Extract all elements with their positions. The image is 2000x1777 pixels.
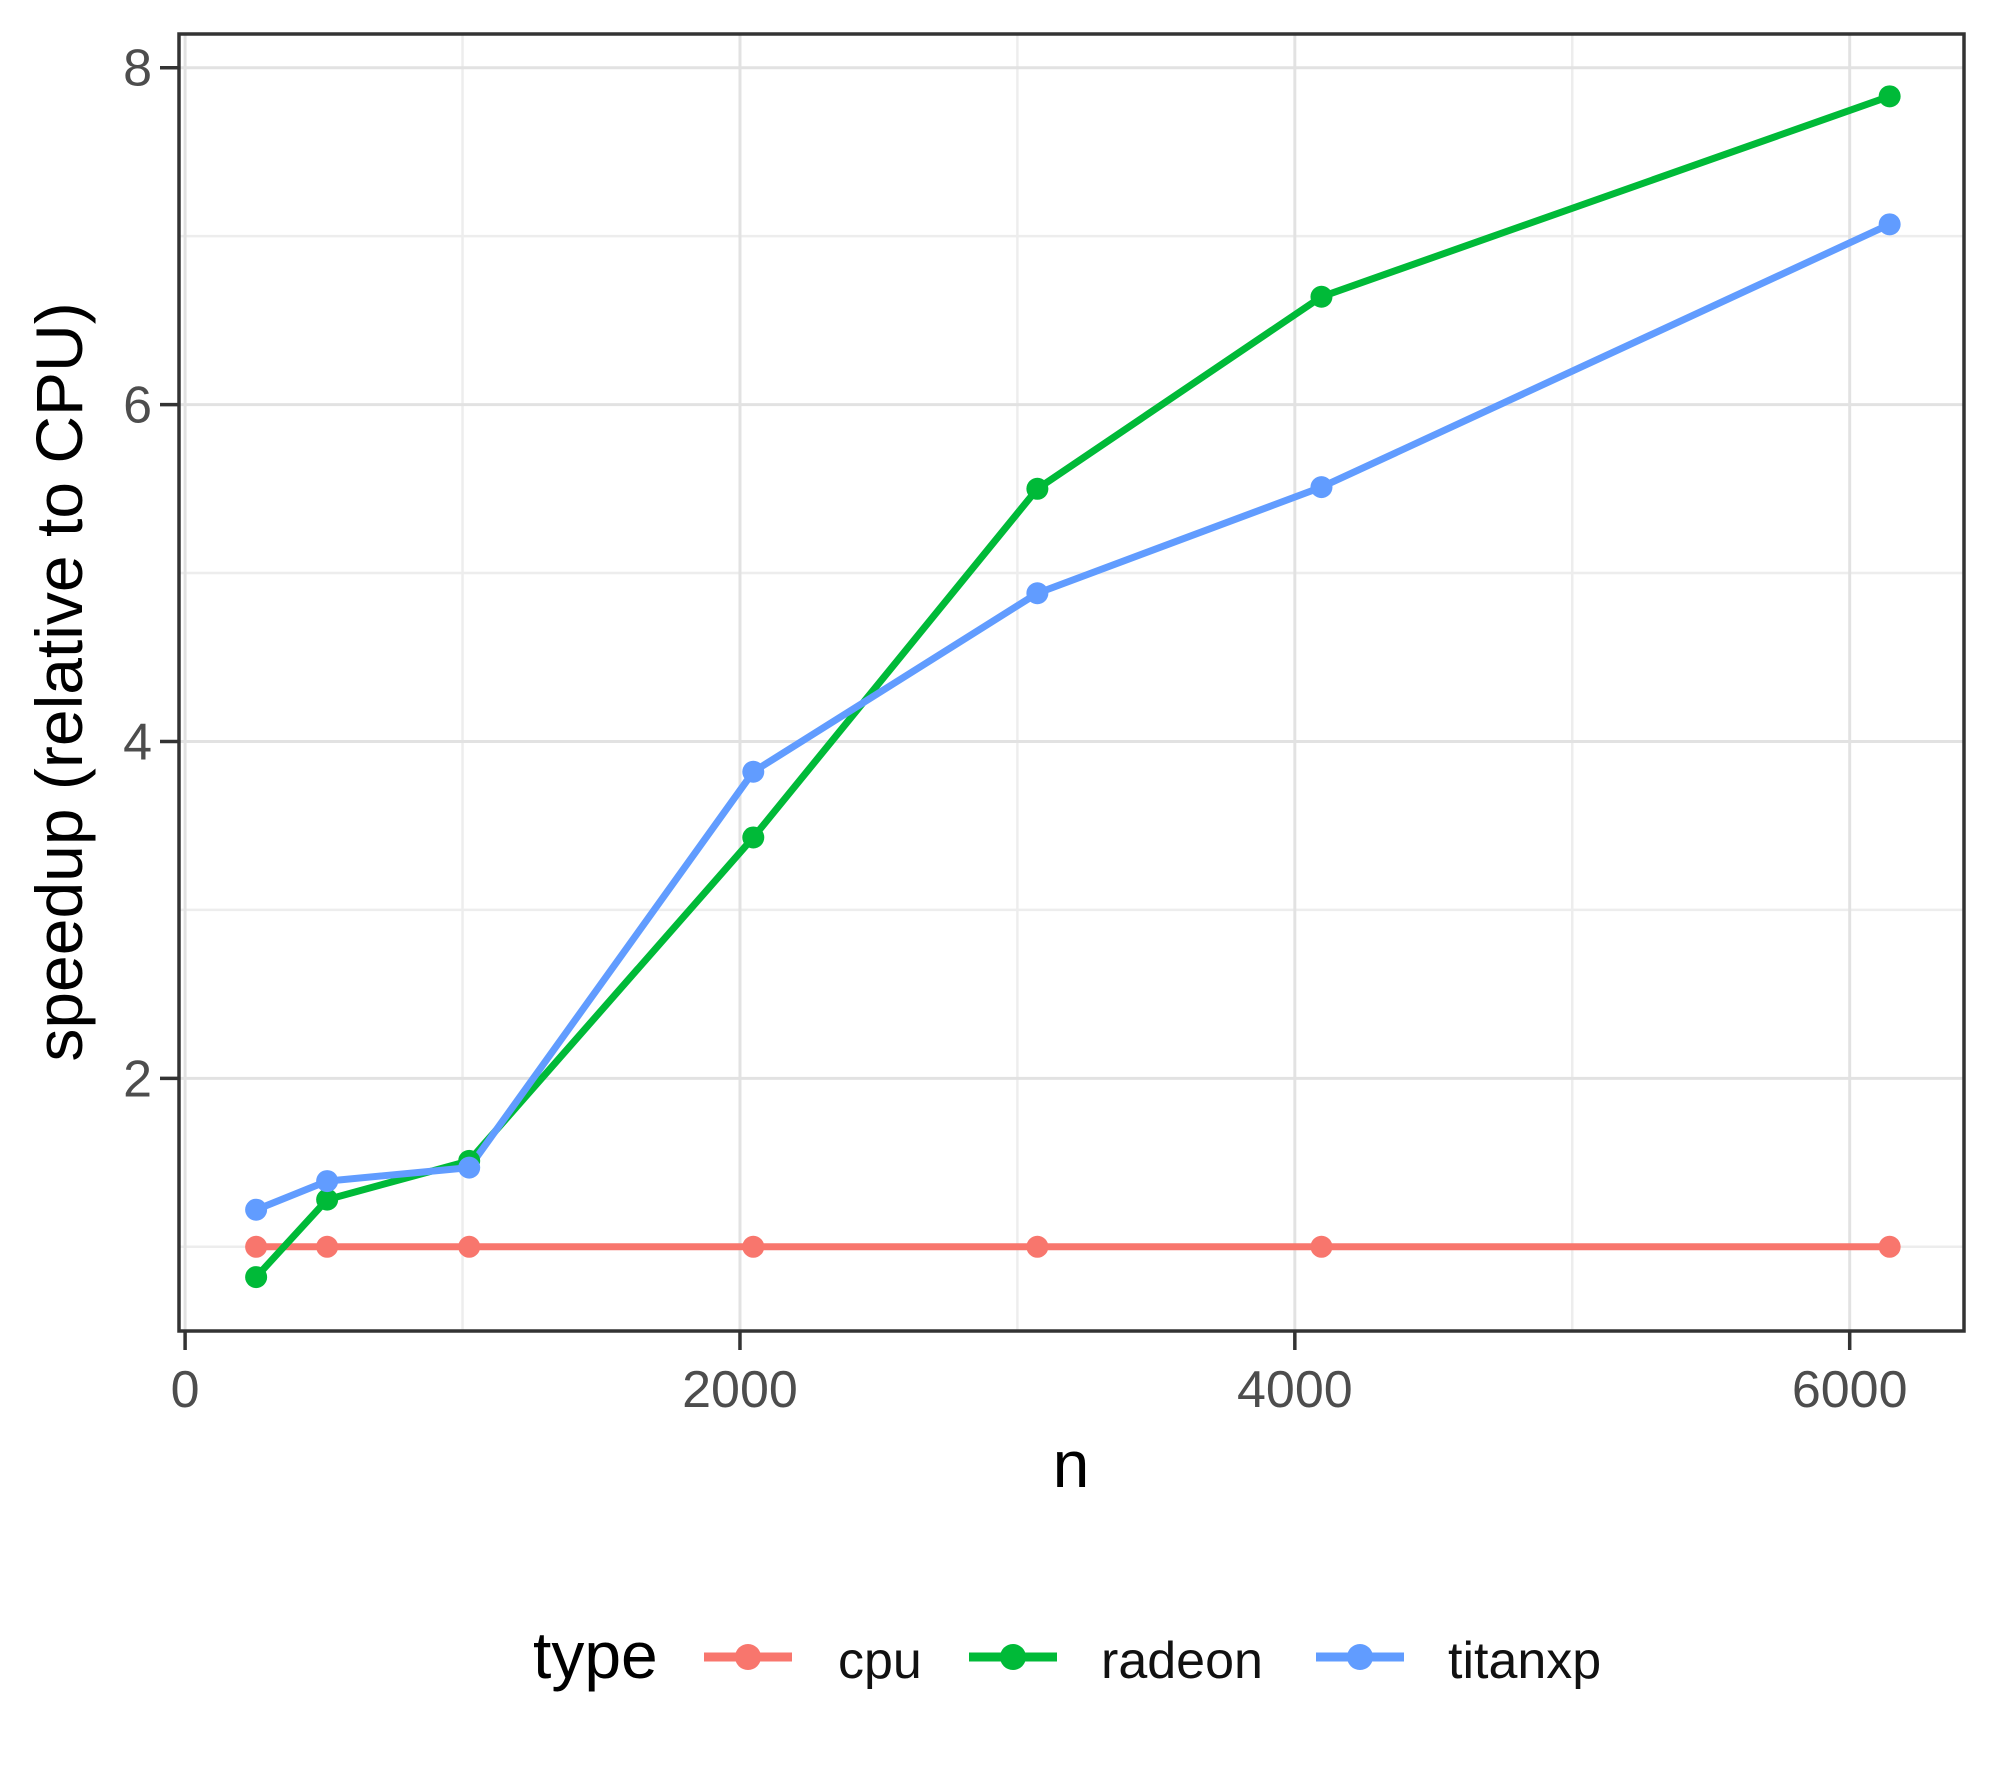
legend-label-titanxp: titanxp — [1448, 1632, 1601, 1690]
data-point-radeon — [316, 1188, 339, 1211]
data-point-cpu — [1310, 1235, 1333, 1258]
major-gridlines — [179, 34, 1964, 1331]
data-point-radeon — [1026, 477, 1049, 500]
x-tick-label: 2000 — [682, 1361, 798, 1419]
data-point-titanxp — [1026, 582, 1049, 605]
data-point-radeon — [1310, 285, 1333, 308]
x-tick-label: 0 — [171, 1361, 200, 1419]
legend-label-radeon: radeon — [1101, 1632, 1263, 1690]
y-tick-label: 6 — [123, 377, 152, 435]
data-point-radeon — [1878, 85, 1901, 108]
legend-item-titanxp: titanxp — [1316, 1632, 1601, 1690]
data-point-cpu — [316, 1235, 339, 1258]
legend-key-point-cpu — [735, 1644, 761, 1670]
data-point-cpu — [245, 1235, 268, 1258]
data-point-cpu — [458, 1235, 481, 1258]
data-point-titanxp — [316, 1170, 339, 1193]
legend-item-radeon: radeon — [969, 1632, 1263, 1690]
data-point-titanxp — [458, 1156, 481, 1179]
data-point-titanxp — [245, 1198, 268, 1221]
y-tick-label: 4 — [123, 713, 152, 771]
data-point-titanxp — [742, 760, 765, 783]
x-axis-title: n — [1053, 1427, 1090, 1501]
legend-key-point-titanxp — [1347, 1644, 1373, 1670]
series-points — [245, 85, 1901, 1289]
data-point-titanxp — [1310, 476, 1333, 499]
y-tick-labels: 2 4 6 8 — [123, 40, 152, 1109]
x-tick-labels: 0 2000 4000 6000 — [171, 1361, 1908, 1419]
legend-key-point-radeon — [1000, 1644, 1026, 1670]
x-tick-label: 4000 — [1237, 1361, 1353, 1419]
data-point-cpu — [1026, 1235, 1049, 1258]
data-point-titanxp — [1878, 213, 1901, 236]
plot-panel — [179, 34, 1964, 1331]
data-point-radeon — [742, 826, 765, 849]
y-tick-label: 2 — [123, 1050, 152, 1108]
legend-item-cpu: cpu — [704, 1632, 922, 1690]
legend-title: type — [533, 1618, 658, 1692]
legend: type cpu radeon titanxp — [533, 1618, 1601, 1692]
axis-tick-marks — [160, 65, 1852, 1350]
x-tick-label: 6000 — [1792, 1361, 1908, 1419]
data-point-radeon — [245, 1266, 268, 1289]
data-point-cpu — [1878, 1235, 1901, 1258]
y-axis-title: speedup (relative to CPU) — [22, 302, 96, 1061]
panel-border — [177, 32, 1966, 1333]
legend-label-cpu: cpu — [838, 1632, 922, 1690]
data-point-cpu — [742, 1235, 765, 1258]
y-tick-label: 8 — [123, 40, 152, 98]
